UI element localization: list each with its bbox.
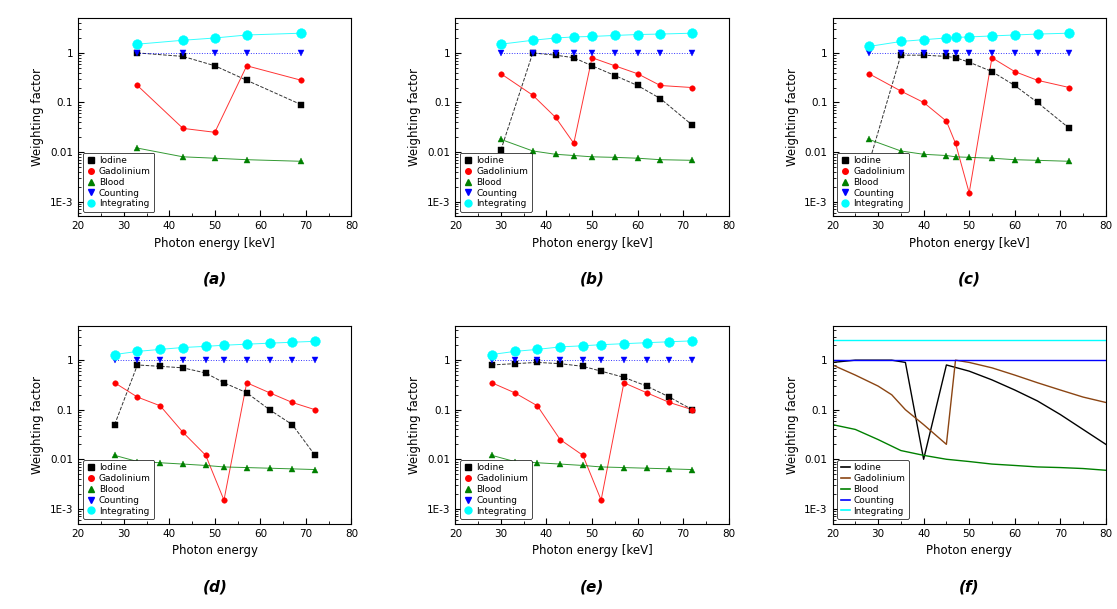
X-axis label: Photon energy [keV]: Photon energy [keV] xyxy=(154,237,275,250)
Y-axis label: Weighting factor: Weighting factor xyxy=(31,68,45,166)
Y-axis label: Weighting factor: Weighting factor xyxy=(409,68,421,166)
Y-axis label: Weighting factor: Weighting factor xyxy=(785,68,799,166)
Legend: Iodine, Gadolinium, Blood, Counting, Integrating: Iodine, Gadolinium, Blood, Counting, Int… xyxy=(460,152,532,212)
X-axis label: Photon energy: Photon energy xyxy=(172,544,258,557)
Text: (d): (d) xyxy=(202,579,227,594)
Y-axis label: Weighting factor: Weighting factor xyxy=(31,376,45,474)
Legend: Iodine, Gadolinium, Blood, Counting, Integrating: Iodine, Gadolinium, Blood, Counting, Int… xyxy=(837,460,909,519)
Text: (a): (a) xyxy=(202,272,227,287)
Legend: Iodine, Gadolinium, Blood, Counting, Integrating: Iodine, Gadolinium, Blood, Counting, Int… xyxy=(83,460,154,519)
X-axis label: Photon energy [keV]: Photon energy [keV] xyxy=(909,237,1030,250)
X-axis label: Photon energy: Photon energy xyxy=(926,544,1012,557)
Text: (e): (e) xyxy=(580,579,604,594)
Y-axis label: Weighting factor: Weighting factor xyxy=(785,376,799,474)
Text: (f): (f) xyxy=(958,579,980,594)
Y-axis label: Weighting factor: Weighting factor xyxy=(409,376,421,474)
Text: (c): (c) xyxy=(957,272,981,287)
Text: (b): (b) xyxy=(580,272,604,287)
X-axis label: Photon energy [keV]: Photon energy [keV] xyxy=(532,544,652,557)
Legend: Iodine, Gadolinium, Blood, Counting, Integrating: Iodine, Gadolinium, Blood, Counting, Int… xyxy=(83,152,154,212)
X-axis label: Photon energy [keV]: Photon energy [keV] xyxy=(532,237,652,250)
Legend: Iodine, Gadolinium, Blood, Counting, Integrating: Iodine, Gadolinium, Blood, Counting, Int… xyxy=(460,460,532,519)
Legend: Iodine, Gadolinium, Blood, Counting, Integrating: Iodine, Gadolinium, Blood, Counting, Int… xyxy=(837,152,909,212)
